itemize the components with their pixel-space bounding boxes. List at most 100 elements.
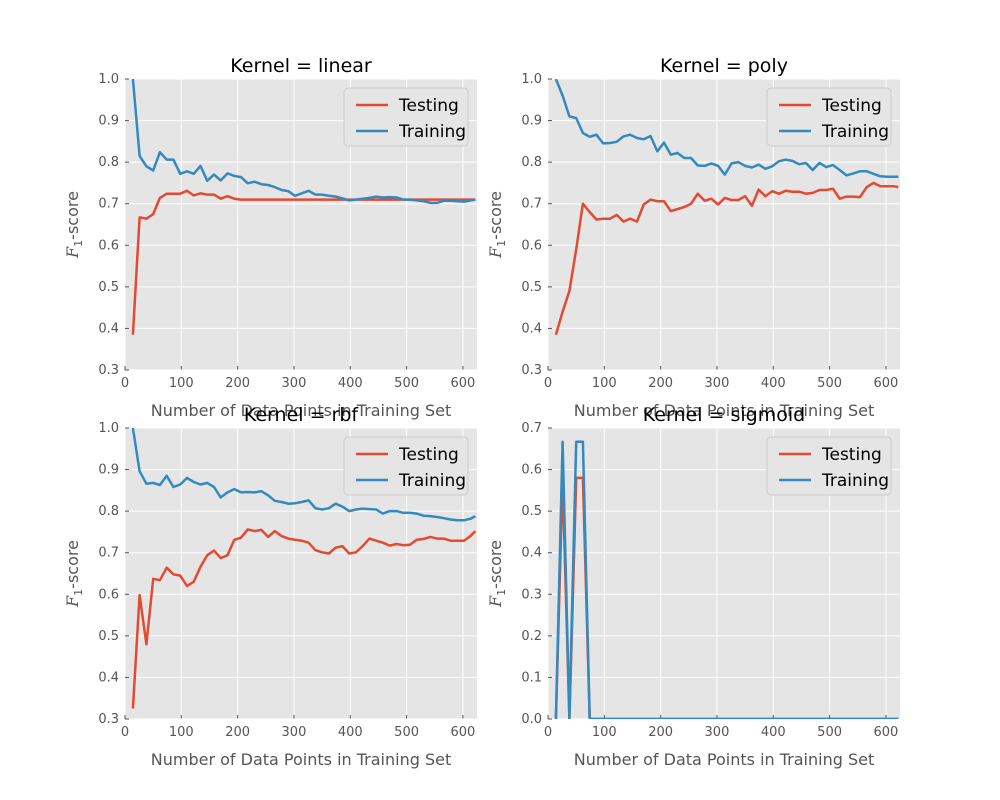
y-axis-label: F1-score xyxy=(486,540,508,608)
x-tick-label: 500 xyxy=(394,725,419,740)
y-tick-label: 0.6 xyxy=(521,463,542,478)
y-tick-label: 0.7 xyxy=(521,421,542,436)
x-tick-label: 600 xyxy=(874,725,899,740)
y-tick-label: 0.8 xyxy=(521,155,542,170)
series-line-testing xyxy=(131,528,477,709)
y-axis-label-main: F xyxy=(486,246,505,259)
chart-panel-2: 0 100 200 300 400 500 600 0.3 0.4 0.5 0.6 0.7 0.8 0.9… xyxy=(486,55,900,420)
x-tick-label: 600 xyxy=(451,376,476,391)
x-tick-label: 600 xyxy=(451,725,476,740)
y-tick-label: 0.5 xyxy=(521,504,542,519)
y-axis-label-subscript: 1 xyxy=(72,240,85,247)
y-tick-label: 0.7 xyxy=(521,197,542,212)
y-axis-label-main: F xyxy=(63,595,82,608)
legend-label-testing: Testing xyxy=(821,445,882,465)
y-tick-label: 0.6 xyxy=(98,587,119,602)
y-tick-label: 0.3 xyxy=(521,363,542,378)
series-line-training xyxy=(131,428,476,522)
y-axis-label-subscript: 1 xyxy=(495,589,508,596)
x-tick-label: 300 xyxy=(705,725,730,740)
x-tick-label: 500 xyxy=(394,376,419,391)
y-tick-label: 0.7 xyxy=(98,546,119,561)
y-axis-label-subscript: 1 xyxy=(495,240,508,247)
x-tick-label: 400 xyxy=(761,725,786,740)
y-tick-label: 0.8 xyxy=(98,504,119,519)
series-line-testing xyxy=(554,181,899,336)
y-tick-label: 1.0 xyxy=(98,72,119,87)
chart-panel-3: 0 100 200 300 400 500 600 0.3 0.4 0.5 0.6 0.7 0.8 0.9… xyxy=(63,404,477,769)
y-tick-label: 0.3 xyxy=(521,587,542,602)
y-tick-label: 0.6 xyxy=(521,238,542,253)
series-line-training xyxy=(554,79,899,178)
y-tick-label: 0.7 xyxy=(98,197,119,212)
x-tick-label: 200 xyxy=(225,725,250,740)
x-tick-label: 0 xyxy=(121,725,129,740)
x-tick-label: 600 xyxy=(874,376,899,391)
x-tick-label: 300 xyxy=(282,376,307,391)
legend-label-training: Training xyxy=(821,122,889,142)
legend-label-training: Training xyxy=(821,471,889,491)
y-axis-label-suffix: -score xyxy=(63,191,82,240)
x-axis-label: Number of Data Points in Training Set xyxy=(574,750,874,769)
y-tick-label: 1.0 xyxy=(98,421,119,436)
x-tick-label: 100 xyxy=(592,376,617,391)
chart-title: Kernel = linear xyxy=(230,55,372,77)
legend: Testing Training xyxy=(766,436,892,496)
y-tick-label: 0.5 xyxy=(98,280,119,295)
y-tick-label: 0.9 xyxy=(98,114,119,129)
legend-label-testing: Testing xyxy=(821,96,882,116)
x-tick-label: 200 xyxy=(648,725,673,740)
x-tick-label: 300 xyxy=(282,725,307,740)
legend-label-testing: Testing xyxy=(398,96,459,116)
y-tick-label: 0.0 xyxy=(521,712,542,727)
y-tick-label: 0.5 xyxy=(98,629,119,644)
y-tick-label: 0.1 xyxy=(521,670,542,685)
x-axis-label: Number of Data Points in Training Set xyxy=(151,750,451,769)
x-tick-label: 100 xyxy=(169,376,194,391)
x-tick-label: 500 xyxy=(817,376,842,391)
y-axis-label: F1-score xyxy=(486,191,508,259)
y-axis-label-suffix: -score xyxy=(486,540,505,589)
y-tick-label: 0.2 xyxy=(521,629,542,644)
y-tick-label: 0.4 xyxy=(521,321,542,336)
y-axis-label-suffix: -score xyxy=(486,191,505,240)
legend: Testing Training xyxy=(343,436,469,496)
y-tick-label: 0.8 xyxy=(98,155,119,170)
y-tick-label: 0.9 xyxy=(521,114,542,129)
x-tick-label: 200 xyxy=(648,376,673,391)
x-tick-label: 400 xyxy=(338,376,363,391)
x-tick-label: 300 xyxy=(705,376,730,391)
chart-panel-4: 0 100 200 300 400 500 600 0.0 0.1 0.2 0.3 0.4 0.5 0.6… xyxy=(486,404,900,769)
legend: Testing Training xyxy=(343,87,469,147)
x-tick-label: 0 xyxy=(544,725,552,740)
x-axis-label: Number of Data Points in Training Set xyxy=(574,401,874,420)
y-axis-label-suffix: -score xyxy=(63,540,82,589)
x-tick-label: 200 xyxy=(225,376,250,391)
y-tick-label: 0.9 xyxy=(98,463,119,478)
y-axis-label: F1-score xyxy=(63,540,85,608)
legend-label-training: Training xyxy=(398,471,466,491)
y-tick-label: 0.3 xyxy=(98,712,119,727)
y-tick-label: 0.4 xyxy=(98,670,119,685)
x-tick-label: 100 xyxy=(169,725,194,740)
x-tick-label: 0 xyxy=(121,376,129,391)
y-tick-label: 0.3 xyxy=(98,363,119,378)
chart-title: Kernel = rbf xyxy=(244,404,360,426)
x-tick-label: 100 xyxy=(592,725,617,740)
y-tick-label: 0.6 xyxy=(98,238,119,253)
x-tick-label: 400 xyxy=(761,376,786,391)
chart-title: Kernel = sigmoid xyxy=(643,404,805,426)
legend-label-training: Training xyxy=(398,122,466,142)
series-line-training xyxy=(131,79,476,205)
chart-title: Kernel = poly xyxy=(660,55,788,77)
y-axis-label-main: F xyxy=(63,246,82,259)
x-tick-label: 400 xyxy=(338,725,363,740)
y-tick-label: 0.5 xyxy=(521,280,542,295)
legend: Testing Training xyxy=(766,87,892,147)
x-tick-label: 0 xyxy=(544,376,552,391)
y-axis-label: F1-score xyxy=(63,191,85,259)
y-tick-label: 0.4 xyxy=(521,546,542,561)
chart-panel-1: 0 100 200 300 400 500 600 0.3 0.4 0.5 0.6 0.7 0.8 0.9… xyxy=(63,55,477,420)
x-tick-label: 500 xyxy=(817,725,842,740)
